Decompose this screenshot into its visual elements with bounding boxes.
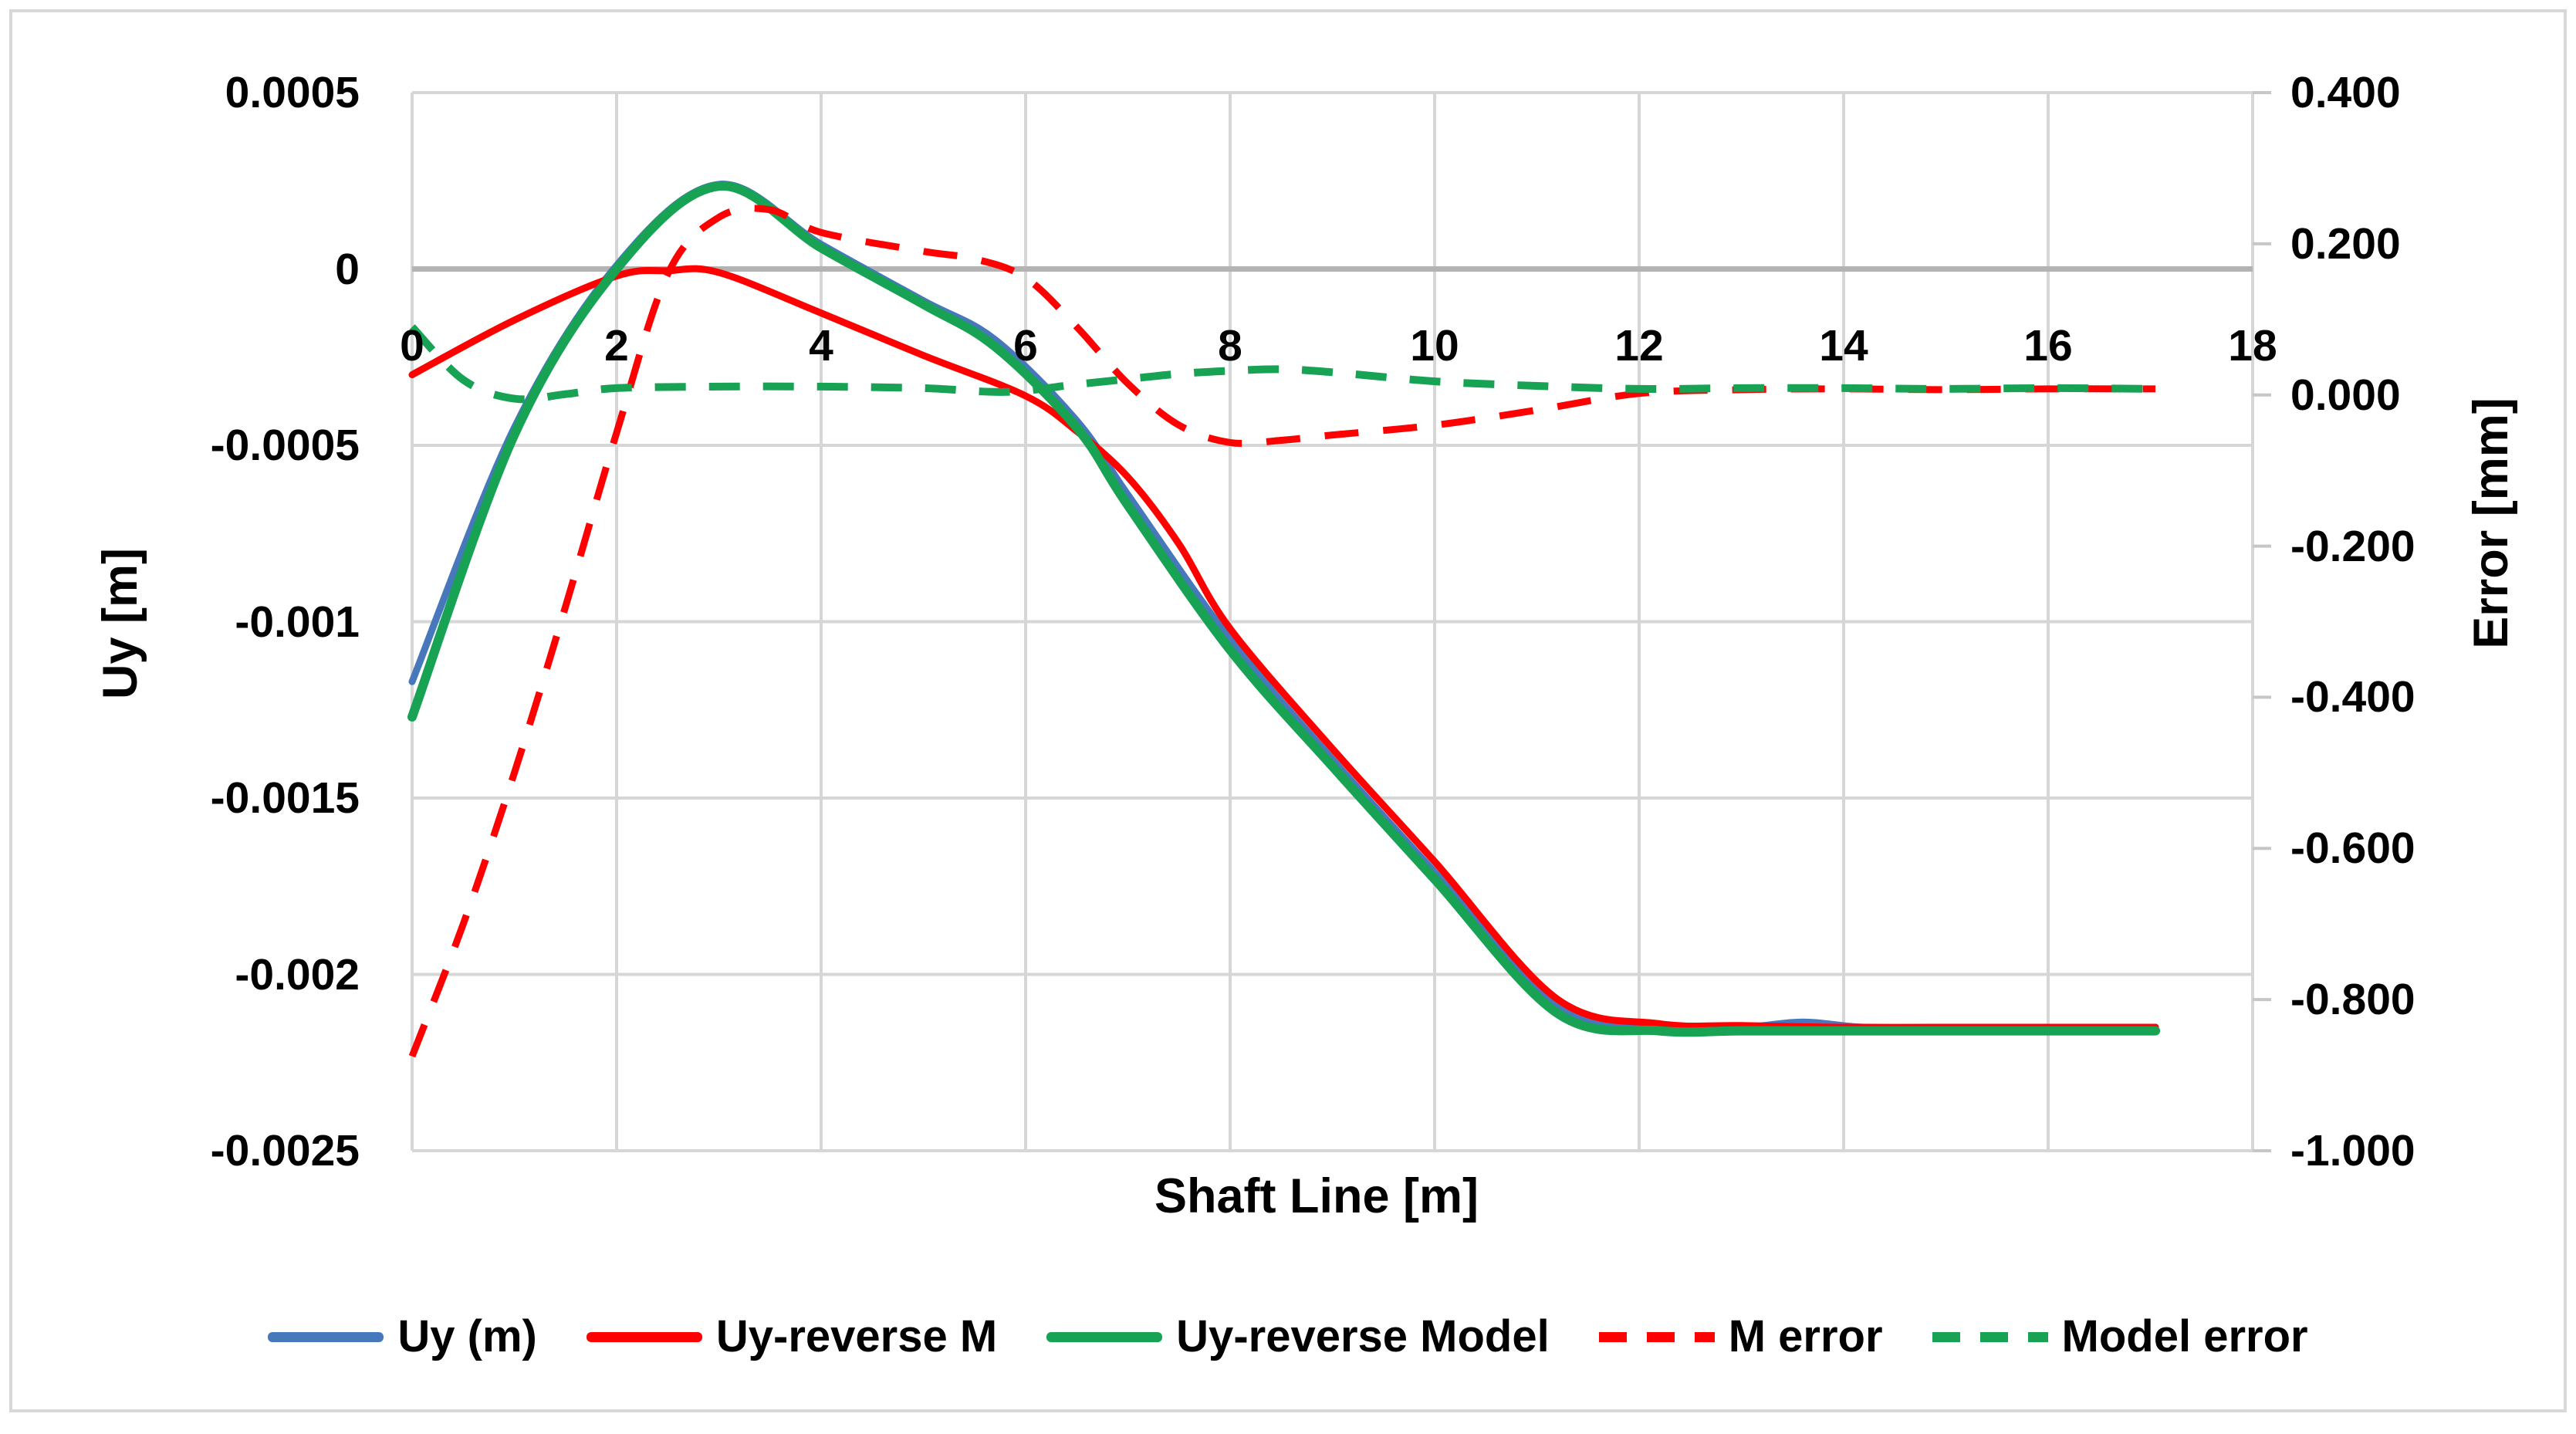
x-tick-label: 18	[2228, 321, 2277, 370]
legend-label: Uy (m)	[397, 1311, 537, 1361]
legend-item-m-error: M error	[1598, 1309, 1883, 1365]
legend-label: Model error	[2061, 1311, 2308, 1361]
legend: Uy (m) Uy-reverse M Uy-reverse Model M erro…	[12, 1298, 2564, 1375]
legend-line-swatch	[586, 1331, 702, 1342]
y-right-tick-label: -0.600	[2290, 824, 2415, 874]
y-right-tick-label: 0.400	[2290, 68, 2401, 117]
legend-dashed-line-swatch	[1932, 1331, 2048, 1342]
legend-line-swatch	[268, 1331, 384, 1342]
chart-container: 0.0005 0 -0.0005 -0.001 -0.0015 -0.002 -0.0025…	[12, 12, 2564, 1409]
x-tick-label: 12	[1614, 321, 1664, 370]
legend-label: M error	[1728, 1311, 1883, 1361]
legend-line-swatch	[1046, 1331, 1163, 1342]
y-right-tick-label: -0.800	[2290, 975, 2415, 1025]
series-line-m-error	[408, 205, 2156, 1058]
y-right-tick-label: 0.200	[2290, 218, 2401, 269]
series-line-uy-m-	[408, 181, 2159, 1032]
y-right-tick-label: -1.000	[2290, 1126, 2415, 1175]
y-left-tick-label: -0.0005	[210, 421, 360, 470]
legend-dashed-line-swatch	[1598, 1331, 1715, 1342]
y-right-tick-label: 0.000	[2290, 370, 2401, 420]
chart-frame: 0.0005 0 -0.0005 -0.001 -0.0015 -0.002 -0.0025…	[9, 9, 2567, 1412]
legend-item-uy-reverse-m: Uy-reverse M	[586, 1309, 998, 1365]
x-tick-label: 2	[604, 321, 629, 370]
legend-item-model-error: Model error	[1932, 1309, 2308, 1365]
legend-item-uy-reverse-model: Uy-reverse Model	[1046, 1309, 1550, 1365]
x-tick-label: 14	[1819, 321, 1868, 370]
y-left-tick-label: -0.002	[235, 949, 360, 999]
legend-label: Uy-reverse Model	[1176, 1311, 1550, 1361]
series-line-model-error	[409, 324, 2156, 404]
legend-label: Uy-reverse M	[715, 1311, 998, 1361]
x-tick-label: 10	[1410, 321, 1459, 370]
y-left-tick-label: 0	[335, 244, 360, 294]
y-axis-right-title: Error [mm]	[2464, 397, 2518, 649]
legend-item-uy-m-: Uy (m)	[268, 1309, 537, 1365]
x-tick-label: 4	[809, 321, 833, 370]
y-right-tick-label: -0.200	[2290, 521, 2415, 571]
y-left-tick-label: -0.0015	[210, 773, 360, 823]
series-line-uy-reverse-m	[408, 265, 2159, 1031]
y-left-tick-label: 0.0005	[225, 68, 360, 117]
x-tick-label: 8	[1218, 321, 1242, 370]
y-right-tick-label: -0.400	[2290, 672, 2415, 722]
y-left-tick-label: -0.001	[235, 597, 360, 647]
y-axis-left-title: Uy [m]	[93, 548, 147, 700]
x-tick-label: 0	[400, 321, 424, 370]
y-left-tick-label: -0.0025	[210, 1126, 360, 1175]
plot-area	[407, 91, 2271, 1152]
x-axis-title: Shaft Line [m]	[1154, 1169, 1479, 1223]
x-tick-label: 16	[2023, 321, 2073, 370]
series-line-uy-reverse-model	[407, 181, 2161, 1037]
x-tick-label: 6	[1013, 321, 1038, 370]
